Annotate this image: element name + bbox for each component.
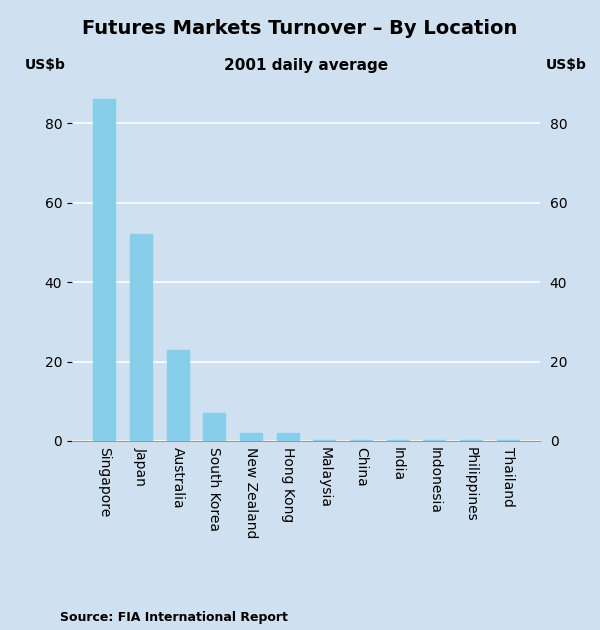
Bar bbox=[277, 433, 299, 441]
Bar bbox=[350, 440, 372, 441]
Text: Futures Markets Turnover – By Location: Futures Markets Turnover – By Location bbox=[82, 19, 518, 38]
Bar bbox=[497, 440, 519, 441]
Bar bbox=[424, 440, 445, 441]
Bar bbox=[130, 234, 152, 441]
Text: Source: FIA International Report: Source: FIA International Report bbox=[60, 610, 288, 624]
Bar bbox=[386, 440, 409, 441]
Bar bbox=[167, 350, 188, 441]
Bar bbox=[313, 440, 335, 441]
Text: US$b: US$b bbox=[25, 58, 66, 72]
Title: 2001 daily average: 2001 daily average bbox=[224, 58, 388, 73]
Bar bbox=[460, 440, 482, 441]
Bar bbox=[203, 413, 226, 441]
Bar bbox=[240, 433, 262, 441]
Bar bbox=[93, 100, 115, 441]
Text: US$b: US$b bbox=[546, 58, 587, 72]
